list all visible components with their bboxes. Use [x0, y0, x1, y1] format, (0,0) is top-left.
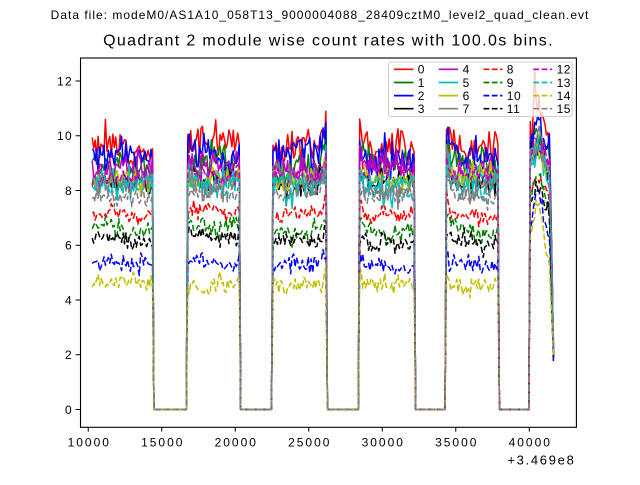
svg-text:11: 11 — [507, 102, 520, 116]
svg-text:7: 7 — [463, 102, 470, 116]
svg-text:10000: 10000 — [68, 435, 111, 449]
svg-text:10: 10 — [57, 129, 73, 143]
svg-text:4: 4 — [65, 293, 73, 307]
svg-text:8: 8 — [507, 63, 514, 77]
svg-text:13: 13 — [557, 76, 571, 90]
svg-text:14: 14 — [557, 89, 571, 103]
svg-text:+3.469e8: +3.469e8 — [507, 452, 575, 467]
svg-text:30000: 30000 — [362, 435, 405, 449]
svg-text:1: 1 — [418, 76, 425, 90]
svg-text:15000: 15000 — [141, 435, 184, 449]
svg-text:15: 15 — [557, 102, 571, 116]
svg-text:0: 0 — [418, 63, 425, 77]
svg-text:3: 3 — [418, 102, 425, 116]
svg-text:25000: 25000 — [288, 435, 331, 449]
svg-text:6: 6 — [65, 239, 73, 253]
svg-text:12: 12 — [557, 63, 571, 77]
svg-text:8: 8 — [65, 184, 73, 198]
svg-text:35000: 35000 — [435, 435, 478, 449]
svg-text:0: 0 — [65, 403, 73, 417]
svg-text:2: 2 — [65, 348, 73, 362]
svg-text:12: 12 — [57, 74, 73, 88]
svg-text:10: 10 — [507, 89, 521, 103]
svg-text:4: 4 — [463, 63, 470, 77]
svg-text:Data file: modeM0/AS1A10_058T1: Data file: modeM0/AS1A10_058T13_90000040… — [51, 8, 590, 22]
svg-text:Quadrant 2 module wise count r: Quadrant 2 module wise count rates with … — [103, 33, 554, 50]
svg-text:6: 6 — [463, 89, 470, 103]
svg-text:20000: 20000 — [215, 435, 258, 449]
svg-text:40000: 40000 — [509, 435, 552, 449]
svg-text:2: 2 — [418, 89, 425, 103]
svg-text:9: 9 — [507, 76, 514, 90]
svg-text:5: 5 — [463, 76, 470, 90]
